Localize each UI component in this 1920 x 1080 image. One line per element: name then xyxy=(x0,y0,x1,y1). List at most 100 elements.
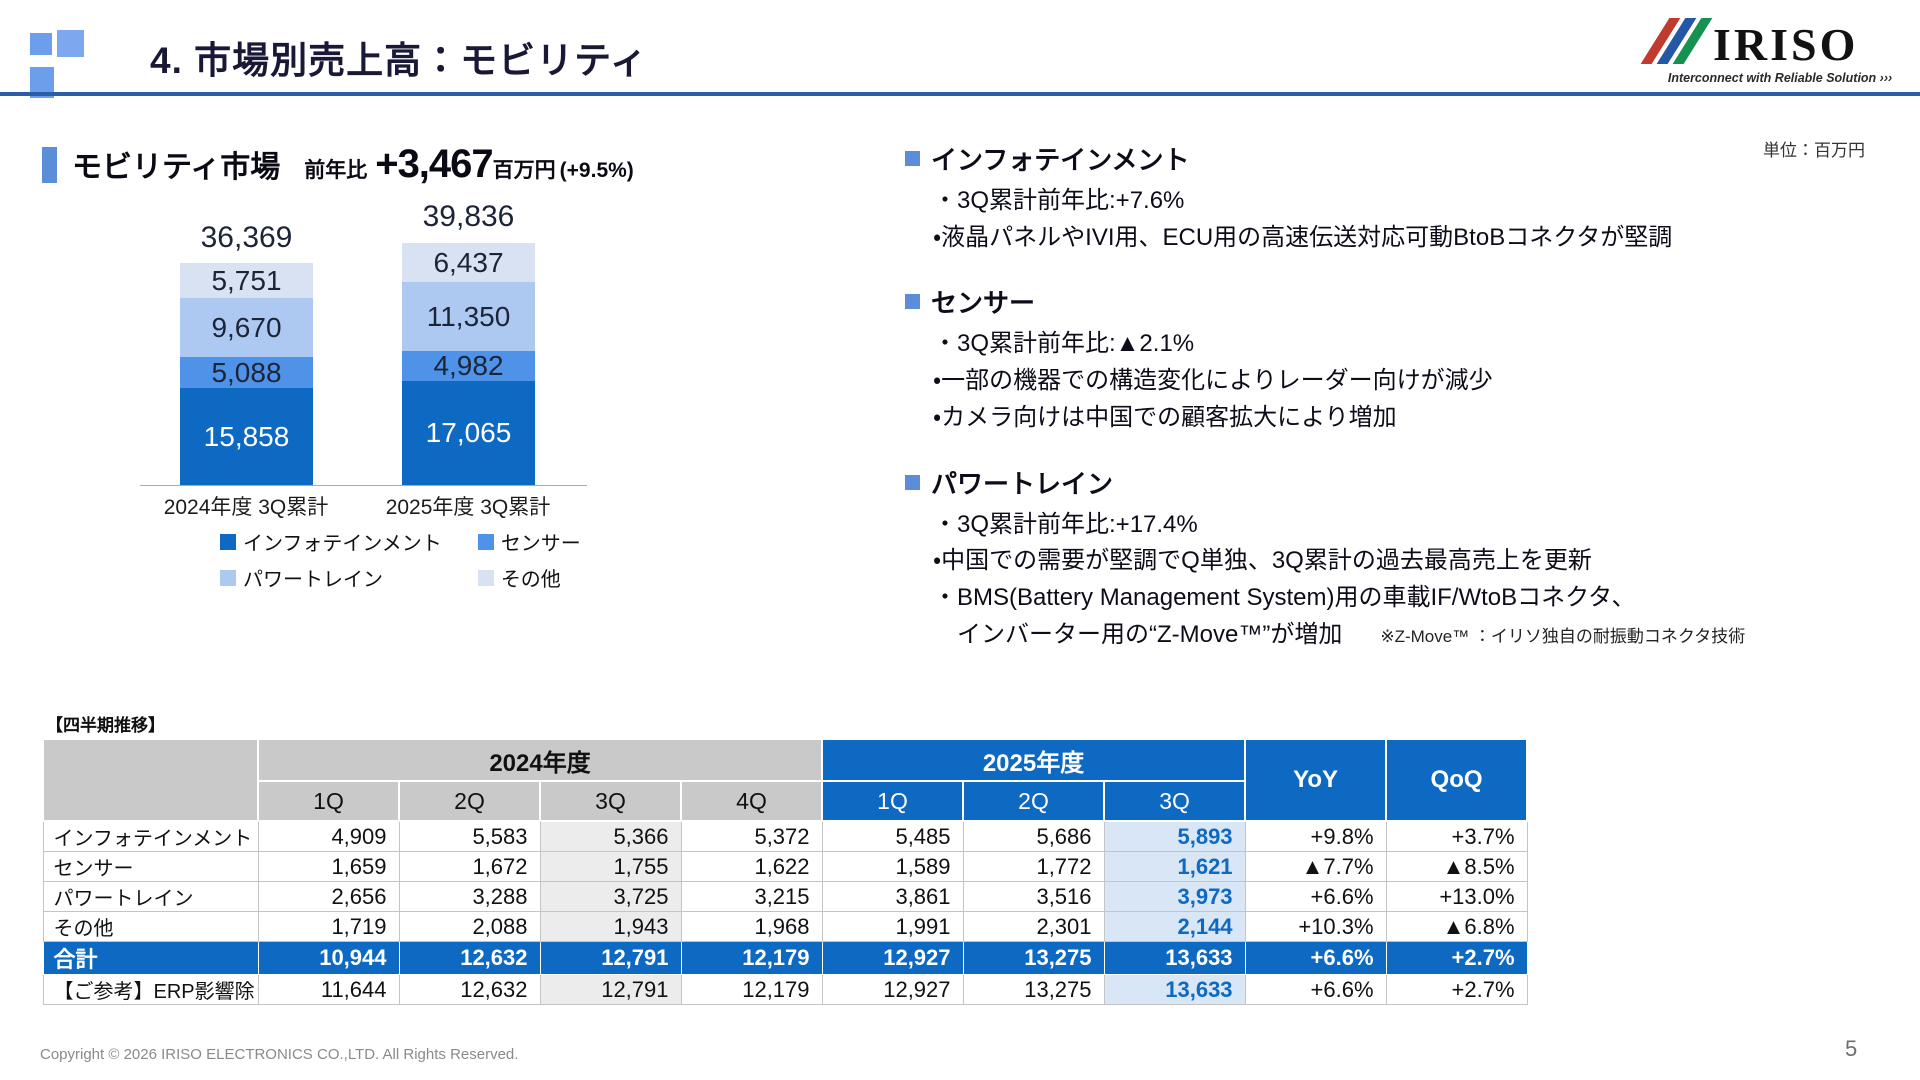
table-cell: 10,944 xyxy=(257,941,400,975)
table-cell: 5,366 xyxy=(539,820,682,852)
bar-segment-パワートレイン: 11,350 xyxy=(402,282,535,351)
table-cell: 5,893 xyxy=(1103,820,1246,852)
section-heading: パワートレイン xyxy=(931,468,1114,499)
table-cell: 1,589 xyxy=(821,851,964,882)
row-label: 合計 xyxy=(42,941,259,975)
x-axis-label: 2025年度 3Q累計 xyxy=(385,496,551,519)
table-cell: 13,275 xyxy=(962,974,1105,1005)
bar-2025年度 3Q累計: 17,065 4,982 11,350 6,437 xyxy=(402,243,535,485)
section-bullet-icon xyxy=(905,474,920,490)
quarter-header: 3Q xyxy=(1103,780,1247,822)
quarter-header: 4Q xyxy=(679,780,824,822)
table-cell: 1,991 xyxy=(821,911,964,942)
logo-wordmark: IRISO xyxy=(1713,19,1859,70)
table-cell: 12,791 xyxy=(539,974,682,1005)
x-axis-label: 2024年度 3Q累計 xyxy=(163,496,329,519)
table-cell: +3.7% xyxy=(1385,820,1528,852)
table-row: センサー 1,659 1,672 1,755 1,622 1,589 1,772 1,621 ▲… xyxy=(42,851,1528,882)
bar-segment-インフォテインメント: 17,065 xyxy=(402,381,535,485)
table-cell: 12,632 xyxy=(398,974,541,1005)
table-cell: 13,633 xyxy=(1103,974,1246,1005)
table-cell: 2,656 xyxy=(257,881,400,912)
commentary-sections: インフォテインメント ・3Q累計前年比:+7.6% ・液晶パネルやIVI用、EC… xyxy=(905,140,1915,680)
section-infotainment: インフォテインメント ・3Q累計前年比:+7.6% ・液晶パネルやIVI用、EC… xyxy=(905,140,1915,256)
heading-bar xyxy=(42,146,57,183)
legend-item: パワートレイン xyxy=(220,563,442,592)
bullet-item: ・中国での需要が堅調でQ単独、3Q累計の過去最高売上を更新 xyxy=(933,547,1592,575)
table-cell: +6.6% xyxy=(1244,974,1387,1005)
table-cell: ▲8.5% xyxy=(1385,851,1528,882)
table-cell: 1,943 xyxy=(539,911,682,942)
table-cell: 3,516 xyxy=(962,881,1105,912)
yoy-percent: (+9.5%) xyxy=(559,159,634,182)
stacked-bar-chart: 15,858 5,088 9,670 5,751 36,369 17,065 4,982 11… xyxy=(140,200,670,605)
table-cell: 5,686 xyxy=(962,820,1105,852)
row-label: パワートレイン xyxy=(42,881,259,912)
row-label: インフォテインメント xyxy=(42,820,259,852)
section-sensor: センサー ・3Q累計前年比:▲2.1% ・一部の機器での構造変化によりレーダー向… xyxy=(905,283,1915,436)
chart-plot-area: 15,858 5,088 9,670 5,751 36,369 17,065 4,982 11… xyxy=(140,200,670,486)
bar-total-label: 39,836 xyxy=(422,200,515,233)
table-cell: 13,275 xyxy=(962,941,1105,975)
table-cell: 12,791 xyxy=(539,941,682,975)
section-powertrain: パワートレイン ・3Q累計前年比:+17.4% ・中国での需要が堅調でQ単独、3… xyxy=(905,464,1915,654)
bar-total-label: 36,369 xyxy=(200,221,293,254)
table-cell: 1,659 xyxy=(257,851,400,882)
row-label: センサー xyxy=(42,851,259,882)
table-row: その他 1,719 2,088 1,943 1,968 1,991 2,301 2,144 +1… xyxy=(42,911,1528,942)
row-label-header xyxy=(42,738,259,822)
yoy-value: +3,467 xyxy=(375,142,493,186)
row-label: その他 xyxy=(42,911,259,942)
table-row: パワートレイン 2,656 3,288 3,725 3,215 3,861 3,516 3,9… xyxy=(42,881,1528,912)
table-cell: +6.6% xyxy=(1244,881,1387,912)
legend-label: センサー xyxy=(500,533,581,555)
logo-slashes-icon xyxy=(1640,18,1713,64)
row-label: 【ご参考】ERP影響除き xyxy=(42,974,259,1005)
bullet-item: ・液晶パネルやIVI用、ECU用の高速伝送対応可動BtoBコネクタが堅調 xyxy=(933,223,1673,251)
bullet-item: ・3Q累計前年比:+17.4% xyxy=(933,510,1198,538)
table-cell: 4,909 xyxy=(257,820,400,852)
table-cell: 1,672 xyxy=(398,851,541,882)
fy2024-header: 2024年度 xyxy=(256,738,824,782)
table-cell: 3,973 xyxy=(1103,881,1246,912)
bullet-item: ・3Q累計前年比:▲2.1% xyxy=(933,330,1195,358)
fy2025-header: 2025年度 xyxy=(821,738,1247,782)
table-cell: 3,215 xyxy=(680,881,823,912)
table-cell: 1,772 xyxy=(962,851,1105,882)
table-cell: 2,144 xyxy=(1103,911,1246,942)
table-cell: ▲7.7% xyxy=(1244,851,1387,882)
iriso-logo: IRISO Interconnect with Reliable Solutio… xyxy=(1640,18,1905,85)
legend-swatch-icon xyxy=(477,533,494,550)
table-cell: ▲6.8% xyxy=(1385,911,1528,942)
table-row: インフォテインメント 4,909 5,583 5,366 5,372 5,485 5,686… xyxy=(42,820,1528,852)
table-cell: 1,968 xyxy=(680,911,823,942)
table-cell: 2,088 xyxy=(398,911,541,942)
quarter-header: 3Q xyxy=(539,780,682,822)
quarter-header: 1Q xyxy=(257,780,400,822)
bar-segment-センサー: 4,982 xyxy=(402,350,535,381)
deco-square xyxy=(30,33,52,55)
table-cell: +2.7% xyxy=(1385,941,1528,975)
logo-tagline: Interconnect with Reliable Solution ››› xyxy=(1667,71,1893,85)
bullet-item: ・3Q累計前年比:+7.6% xyxy=(933,187,1185,214)
table-cell: 1,621 xyxy=(1103,851,1246,882)
legend-label: その他 xyxy=(500,569,561,591)
quarter-header: 2Q xyxy=(962,780,1106,822)
table-row: 合計 10,944 12,632 12,791 12,179 12,927 13,275 13… xyxy=(42,941,1528,975)
bar-segment-インフォテインメント: 15,858 xyxy=(180,388,313,485)
quarterly-table: 2024年度 2025年度 YoY QoQ 1Q 2Q 3Q 4Q 1Q 2Q … xyxy=(42,738,1529,1005)
market-label: モビリティ市場 xyxy=(72,151,281,184)
table-cell: +9.8% xyxy=(1244,820,1387,852)
table-cell: 3,725 xyxy=(539,881,682,912)
legend-label: インフォテインメント xyxy=(243,533,442,555)
x-axis-labels: 2024年度 3Q累計 2025年度 3Q累計 xyxy=(140,485,670,519)
legend-item: センサー xyxy=(477,527,581,556)
yoy-header: YoY xyxy=(1244,738,1388,822)
bar-segment-パワートレイン: 9,670 xyxy=(180,298,313,357)
market-summary: モビリティ市場 前年比 +3,467 百万円 (+9.5%) xyxy=(42,142,634,187)
section-bullet-icon xyxy=(905,294,920,310)
section-bullet-icon xyxy=(905,151,920,166)
table-row: 【ご参考】ERP影響除き 11,644 12,632 12,791 12,179 12,9… xyxy=(42,974,1528,1005)
bar-segment-その他: 6,437 xyxy=(402,243,535,282)
bullet-item: インバーター用の“Z-Move™”が増加 ※Z-Move™ ：イリソ独自の耐振動コ… xyxy=(933,617,1915,654)
